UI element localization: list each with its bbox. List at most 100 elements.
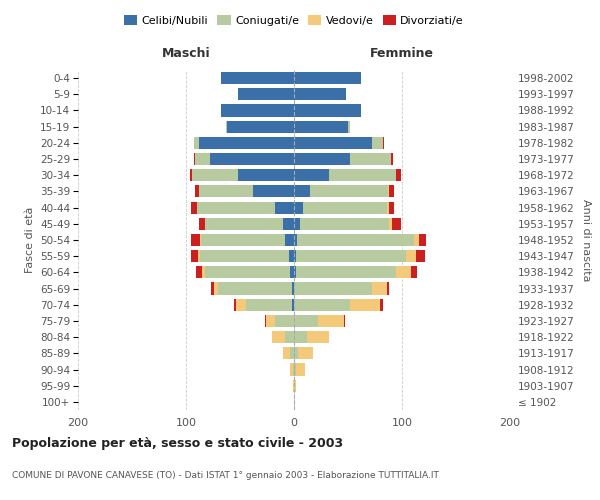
Bar xyxy=(294,282,372,294)
Bar xyxy=(294,88,346,101)
Bar xyxy=(406,250,416,262)
Bar xyxy=(194,137,199,149)
Text: Femmine: Femmine xyxy=(370,48,434,60)
Bar xyxy=(389,202,394,213)
Bar xyxy=(294,218,301,230)
Bar xyxy=(294,202,302,213)
Bar xyxy=(372,137,383,149)
Bar xyxy=(200,234,201,246)
Bar xyxy=(290,266,294,278)
Bar xyxy=(387,202,389,213)
Bar xyxy=(297,234,414,246)
Bar xyxy=(294,266,296,278)
Bar xyxy=(199,218,205,230)
Bar xyxy=(214,282,218,294)
Bar xyxy=(294,137,372,149)
Bar xyxy=(191,202,197,213)
Bar xyxy=(294,298,350,311)
Bar xyxy=(202,266,205,278)
Bar xyxy=(201,234,286,246)
Bar xyxy=(350,298,380,311)
Bar xyxy=(190,169,193,181)
Bar xyxy=(395,266,410,278)
Bar xyxy=(416,250,425,262)
Text: Popolazione per età, sesso e stato civile - 2003: Popolazione per età, sesso e stato civil… xyxy=(12,437,343,450)
Bar xyxy=(296,266,395,278)
Bar xyxy=(233,298,236,311)
Bar xyxy=(236,298,247,311)
Bar xyxy=(389,186,394,198)
Bar xyxy=(296,250,406,262)
Bar xyxy=(221,104,294,117)
Bar xyxy=(205,218,283,230)
Bar xyxy=(194,186,199,198)
Bar xyxy=(292,282,294,294)
Bar xyxy=(350,153,391,165)
Bar xyxy=(293,380,294,392)
Bar xyxy=(191,234,200,246)
Bar xyxy=(289,250,294,262)
Bar xyxy=(286,331,294,343)
Bar xyxy=(196,266,202,278)
Bar xyxy=(283,348,290,360)
Bar xyxy=(419,234,426,246)
Bar xyxy=(275,202,294,213)
Bar xyxy=(221,72,294,84)
Bar xyxy=(329,169,395,181)
Y-axis label: Fasce di età: Fasce di età xyxy=(25,207,35,273)
Legend: Celibi/Nubili, Coniugati/e, Vedovi/e, Divorziati/e: Celibi/Nubili, Coniugati/e, Vedovi/e, Di… xyxy=(119,10,469,30)
Bar xyxy=(391,153,394,165)
Bar xyxy=(294,120,348,132)
Bar xyxy=(247,298,292,311)
Bar xyxy=(238,169,294,181)
Bar xyxy=(199,186,253,198)
Bar xyxy=(290,364,293,376)
Bar xyxy=(199,137,294,149)
Bar xyxy=(294,364,296,376)
Bar xyxy=(294,348,298,360)
Bar xyxy=(210,153,294,165)
Bar xyxy=(253,186,294,198)
Bar xyxy=(198,250,200,262)
Bar xyxy=(392,218,401,230)
Bar xyxy=(218,282,292,294)
Bar xyxy=(238,88,294,101)
Bar xyxy=(272,331,286,343)
Text: Maschi: Maschi xyxy=(161,48,211,60)
Bar xyxy=(301,218,389,230)
Bar xyxy=(286,234,294,246)
Bar xyxy=(310,186,388,198)
Bar xyxy=(410,266,417,278)
Bar xyxy=(283,218,294,230)
Bar xyxy=(387,282,389,294)
Bar xyxy=(344,315,345,327)
Bar xyxy=(302,202,387,213)
Bar xyxy=(388,186,389,198)
Bar xyxy=(294,153,350,165)
Bar xyxy=(389,218,392,230)
Bar xyxy=(290,348,294,360)
Bar xyxy=(372,282,387,294)
Bar xyxy=(293,364,294,376)
Bar xyxy=(191,250,198,262)
Bar xyxy=(294,380,296,392)
Bar xyxy=(294,104,361,117)
Bar xyxy=(307,331,329,343)
Y-axis label: Anni di nascita: Anni di nascita xyxy=(581,198,591,281)
Bar xyxy=(296,364,305,376)
Bar xyxy=(193,169,238,181)
Bar xyxy=(380,298,383,311)
Bar xyxy=(395,169,401,181)
Bar xyxy=(292,298,294,311)
Bar xyxy=(348,120,350,132)
Bar xyxy=(265,315,266,327)
Bar xyxy=(294,315,318,327)
Text: COMUNE DI PAVONE CANAVESE (TO) - Dati ISTAT 1° gennaio 2003 - Elaborazione TUTTI: COMUNE DI PAVONE CANAVESE (TO) - Dati IS… xyxy=(12,471,439,480)
Bar xyxy=(194,153,210,165)
Bar xyxy=(294,186,310,198)
Bar xyxy=(275,315,294,327)
Bar xyxy=(294,396,295,408)
Bar xyxy=(227,120,294,132)
Bar xyxy=(294,72,361,84)
Bar xyxy=(294,169,329,181)
